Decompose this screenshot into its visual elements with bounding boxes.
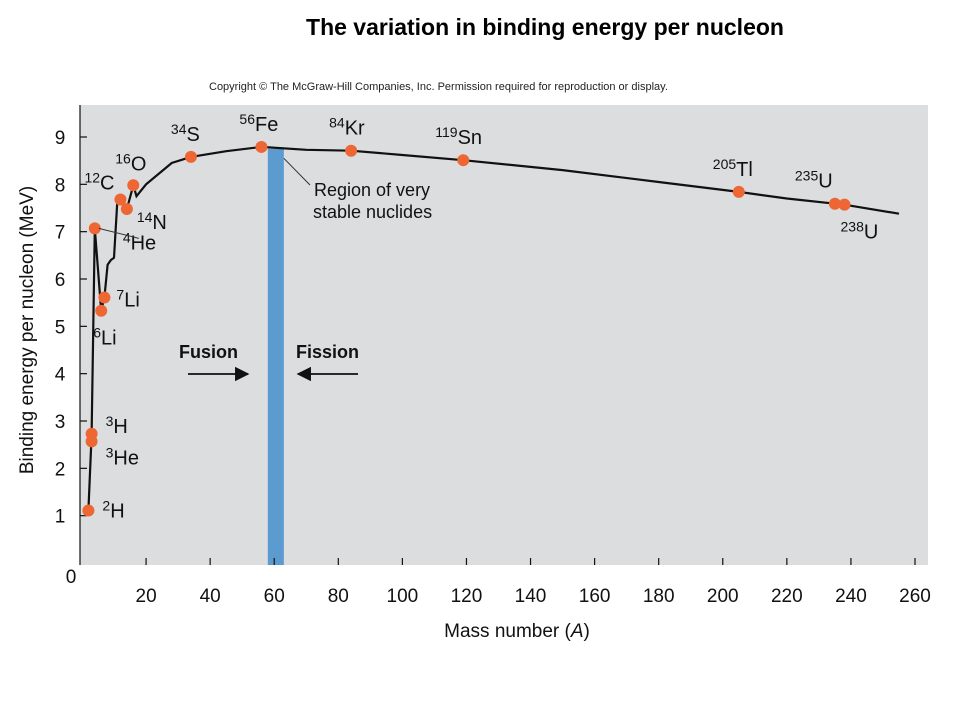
data-point-u-238 [838, 198, 851, 211]
data-point-n-14 [120, 202, 133, 215]
nuclide-label-li-7: 7Li [116, 286, 139, 311]
y-tick-label: 4 [55, 365, 66, 386]
y-tick-label: 1 [55, 507, 66, 528]
x-tick-label: 180 [643, 586, 675, 607]
nuclide-label-c-12: 12C [84, 169, 114, 194]
y-tick-label: 7 [55, 223, 66, 244]
y-axis-label: Binding energy per nucleon (MeV) [17, 186, 38, 474]
data-point-u-235 [828, 197, 841, 210]
nuclide-label-kr-84: 84Kr [329, 115, 365, 140]
axes [79, 105, 916, 565]
fission-label: Fission [296, 342, 359, 362]
copyright-notice: Copyright © The McGraw-Hill Companies, I… [209, 81, 668, 93]
x-tick-label: 80 [328, 586, 349, 607]
y-tick-label: 2 [55, 459, 66, 480]
tick-labels: 1 2 3 4 5 6 7 8 9 20 40 60 80 100 120 140 160 180 200 220 24… [55, 128, 931, 607]
nuclide-label-li-6: 6Li [93, 325, 116, 350]
data-point-kr-84 [345, 144, 358, 157]
data-point-sn-119 [457, 154, 470, 167]
data-points [82, 140, 851, 517]
he4-pointer-line [98, 227, 139, 239]
binding-energy-curve [87, 145, 900, 511]
nuclide-label-s-34: 34S [171, 121, 200, 146]
nuclide-label-h-2: 2H [102, 497, 124, 522]
y-tick-label: 3 [55, 412, 66, 433]
data-point-h-2 [82, 504, 95, 517]
x-tick-label: 200 [707, 586, 739, 607]
x-tick-label: 120 [451, 586, 483, 607]
data-point-li-7 [98, 291, 111, 304]
x-tick-label: 20 [136, 586, 157, 607]
y-tick-label: 6 [55, 270, 66, 291]
slide-title: The variation in binding energy per nucl… [306, 14, 784, 40]
nuclide-label-sn-119: 119Sn [435, 124, 482, 149]
nuclide-label-u-235: 235U [795, 168, 833, 193]
data-point-fe-56 [255, 140, 268, 153]
data-point-o-16 [127, 179, 140, 192]
origin-label: 0 [66, 567, 77, 588]
x-tick-label: 40 [200, 586, 221, 607]
x-tick-label: 100 [387, 586, 419, 607]
y-tick-label: 8 [55, 175, 66, 196]
data-point-c-12 [114, 193, 127, 206]
x-tick-label: 260 [899, 586, 931, 607]
data-point-li-6 [95, 304, 108, 317]
nuclide-label-tl-205: 205Tl [713, 156, 753, 181]
band-label-line-2: stable nuclides [313, 202, 432, 222]
x-tick-label: 160 [579, 586, 611, 607]
x-axis-label: Mass number (A) [444, 621, 590, 642]
nuclide-label-fe-56: 56Fe [239, 111, 278, 136]
plot-area [80, 105, 928, 565]
band-pointer-line [283, 157, 311, 186]
nuclide-label-he-3: 3He [106, 444, 139, 469]
x-tick-label: 220 [771, 586, 803, 607]
y-tick-label: 9 [55, 128, 66, 149]
x-tick-label: 140 [515, 586, 547, 607]
data-point-he-4 [88, 222, 101, 235]
x-tick-label: 240 [835, 586, 867, 607]
x-tick-label: 60 [264, 586, 285, 607]
nuclide-label-o-16: 16O [115, 150, 146, 175]
data-point-he-3 [85, 435, 98, 448]
fusion-label: Fusion [179, 342, 238, 362]
band-label-line-1: Region of very [314, 180, 430, 200]
stable-nuclides-band [267, 148, 284, 566]
y-tick-label: 5 [55, 317, 66, 338]
data-point-tl-205 [732, 185, 745, 198]
nuclide-label-u-238: 238U [841, 219, 879, 244]
data-point-s-34 [184, 150, 197, 163]
nuclide-label-n-14: 14N [137, 209, 167, 234]
nuclide-label-h-3: 3H [106, 413, 128, 438]
